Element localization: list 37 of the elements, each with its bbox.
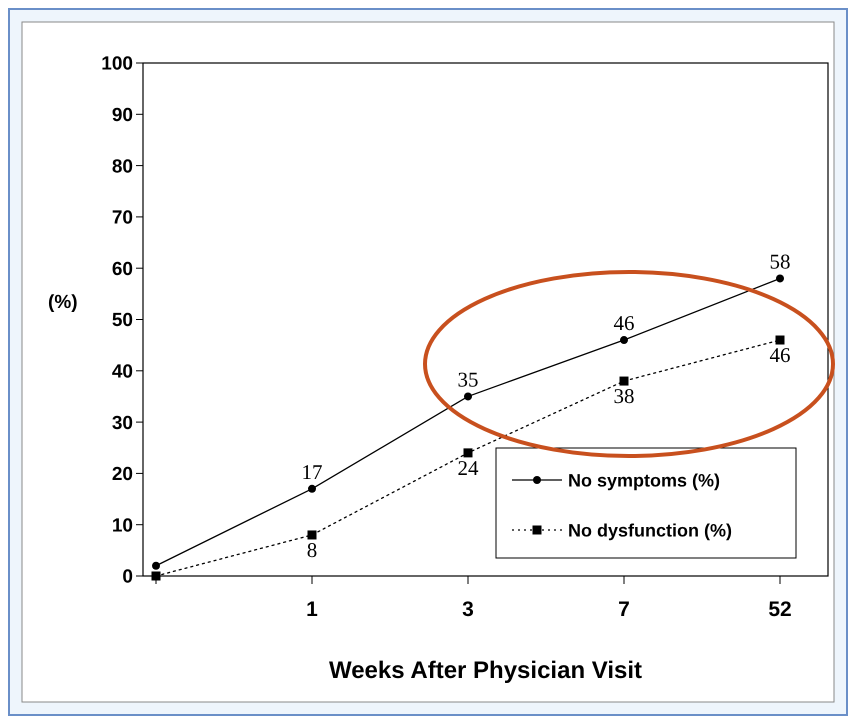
point bbox=[308, 484, 316, 493]
point bbox=[464, 392, 472, 400]
data-label: 58 bbox=[770, 249, 790, 274]
legend-label: No symptoms (%) bbox=[568, 470, 720, 490]
data-label: 46 bbox=[770, 343, 790, 368]
y-tick-label: 40 bbox=[112, 361, 133, 382]
y-tick-label: 0 bbox=[122, 566, 133, 588]
y-tick-label: 100 bbox=[101, 54, 133, 75]
data-label: 17 bbox=[302, 460, 322, 484]
point bbox=[464, 448, 472, 458]
y-tick-label: 30 bbox=[112, 412, 133, 434]
x-tick-label: 3 bbox=[462, 598, 474, 621]
y-tick-label: 70 bbox=[112, 208, 133, 229]
legend-label: No dysfunction (%) bbox=[568, 520, 732, 540]
x-axis-title: Weeks After Physician Visit bbox=[328, 657, 642, 684]
point bbox=[776, 274, 784, 282]
point bbox=[308, 530, 316, 540]
x-tick-label: 1 bbox=[306, 598, 318, 621]
data-label: 35 bbox=[458, 367, 478, 392]
data-label: 38 bbox=[614, 384, 634, 408]
data-label: 24 bbox=[458, 456, 479, 480]
point bbox=[620, 336, 628, 344]
y-tick-label: 50 bbox=[112, 310, 133, 332]
x-tick-label: 7 bbox=[618, 598, 630, 621]
y-tick-label: 60 bbox=[112, 258, 133, 280]
y-tick-label: 90 bbox=[112, 104, 133, 126]
point bbox=[152, 562, 160, 570]
y-tick-label: 10 bbox=[112, 515, 133, 536]
data-label: 8 bbox=[306, 538, 318, 562]
y-axis-title: (%) bbox=[48, 292, 78, 313]
y-tick-label: 20 bbox=[112, 464, 133, 486]
point bbox=[152, 572, 160, 580]
point bbox=[620, 376, 628, 386]
data-label: 46 bbox=[614, 311, 634, 336]
x-tick-label: 52 bbox=[768, 598, 792, 621]
y-tick-label: 80 bbox=[112, 156, 133, 178]
point bbox=[776, 336, 784, 345]
